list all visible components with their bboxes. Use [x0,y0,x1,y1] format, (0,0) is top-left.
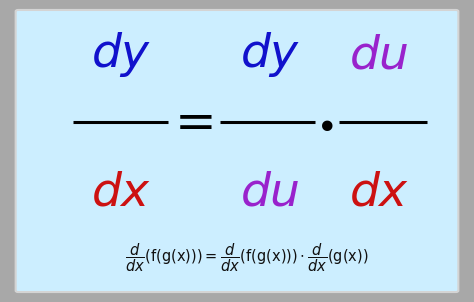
Text: $\mathit{dx}$: $\mathit{dx}$ [349,169,410,215]
Text: $\mathit{dx}$: $\mathit{dx}$ [91,169,151,215]
Text: $\mathit{du}$: $\mathit{du}$ [240,169,300,215]
Text: $\dfrac{d}{dx}\left(\mathrm{f(g(x))}\right) = \dfrac{d}{dx}\left(\mathrm{f(g(x)): $\dfrac{d}{dx}\left(\mathrm{f(g(x))}\rig… [125,242,368,275]
Text: $\mathit{dy}$: $\mathit{dy}$ [91,30,151,79]
Text: $\mathit{dy}$: $\mathit{dy}$ [240,30,301,79]
FancyBboxPatch shape [16,10,458,292]
Text: $\bullet$: $\bullet$ [315,108,334,142]
Text: $\mathit{du}$: $\mathit{du}$ [349,33,409,79]
Text: $=$: $=$ [165,98,214,146]
